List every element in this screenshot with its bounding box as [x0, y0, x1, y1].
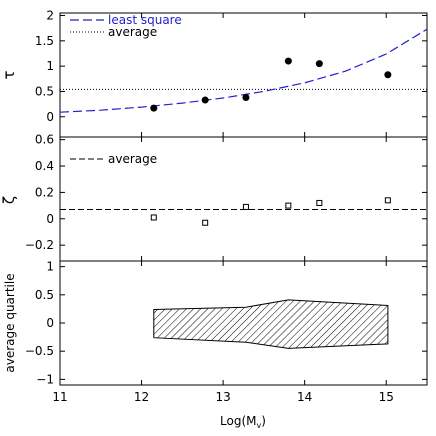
x-axis-label-main: Log(M: [220, 414, 256, 428]
quartile-ytick-label: −0.5: [25, 344, 54, 358]
zeta-ytick-label: 0.4: [35, 159, 54, 173]
tau-data-point: [384, 71, 392, 79]
x-tick-label: 14: [297, 390, 312, 404]
zeta-data-point: [285, 202, 292, 209]
tau-data-point: [150, 104, 158, 112]
x-axis-label-close: ): [261, 414, 266, 428]
x-axis-label: Log(Mv): [220, 414, 266, 430]
x-tick-label: 12: [134, 390, 149, 404]
zeta-axis-label: ζ: [0, 196, 18, 204]
x-axis-label-sub: v: [257, 421, 262, 430]
quartile-ytick-label: −1: [36, 372, 54, 386]
x-tick-label: 11: [52, 390, 67, 404]
tau-panel: τ least square average 0 0.5 1 1.5 2: [0, 9, 428, 138]
tau-data-point: [315, 60, 323, 68]
tau-data-point: [284, 57, 292, 65]
zeta-data-point: [242, 203, 249, 210]
tau-legend-avg-label: average: [108, 25, 157, 39]
zeta-ytick-label: 0.2: [35, 185, 54, 199]
tau-ytick-label: 1.5: [35, 34, 54, 48]
zeta-data-point: [150, 214, 157, 221]
least-square-curve: [59, 28, 428, 113]
zeta-data-point: [202, 219, 209, 226]
tau-ytick-label: 0: [46, 110, 54, 124]
zeta-ytick-label: 0.6: [35, 133, 54, 147]
zeta-data-point: [384, 197, 391, 204]
tau-data-point: [242, 94, 250, 102]
quartile-axis-label: average quartile: [3, 273, 17, 372]
quartile-ytick-label: 1: [46, 260, 54, 274]
zeta-panel: ζ average −0.2 0 0.2 0.4 0.6: [0, 133, 428, 262]
tau-data-point: [201, 96, 209, 104]
x-tick-label: 15: [379, 390, 394, 404]
tau-ytick-label: 1: [46, 59, 54, 73]
zeta-ytick-label: −0.2: [25, 238, 54, 252]
quartile-ytick-label: 0.5: [35, 288, 54, 302]
quartile-ytick-label: 0: [46, 316, 54, 330]
tau-ytick-label: 2: [46, 9, 54, 23]
quartile-band: [153, 299, 389, 349]
zeta-data-point: [316, 199, 323, 206]
zeta-ytick-label: 0: [46, 212, 54, 226]
tau-axis-label: τ: [0, 70, 18, 79]
tau-ytick-label: 0.5: [35, 84, 54, 98]
tau-legend-ls-label: least square: [108, 13, 182, 27]
x-tick-label: 13: [215, 390, 230, 404]
zeta-legend-avg-label: average: [108, 152, 157, 166]
